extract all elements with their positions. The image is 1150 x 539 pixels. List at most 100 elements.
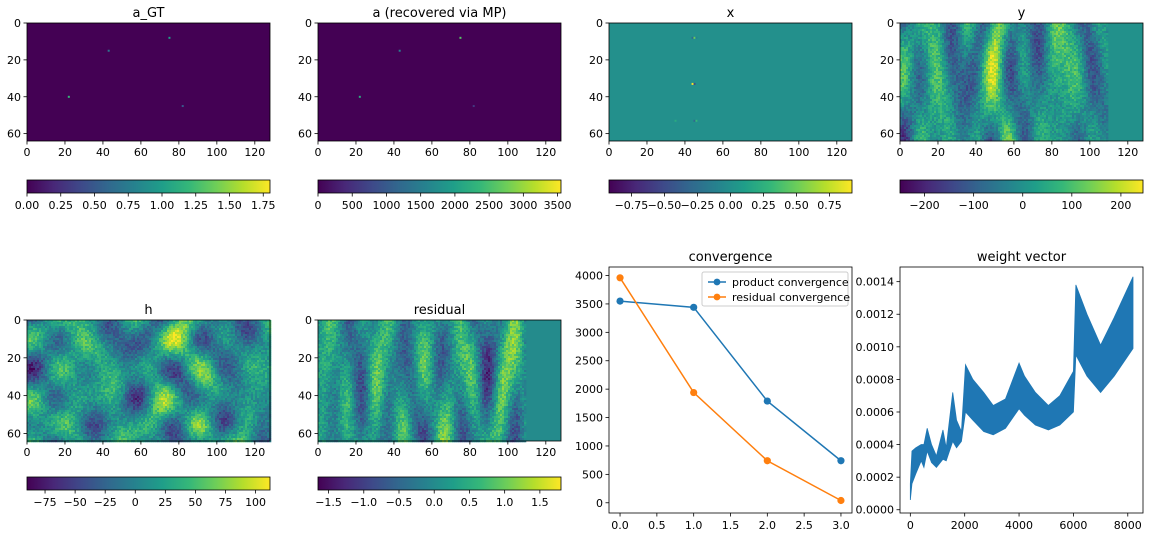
heatmap-cell bbox=[1058, 75, 1060, 77]
heatmap-cell bbox=[932, 39, 934, 41]
heatmap-cell bbox=[984, 103, 986, 105]
heatmap-cell bbox=[1012, 95, 1014, 97]
heatmap-cell bbox=[918, 105, 920, 107]
heatmap-cell bbox=[932, 83, 934, 85]
heatmap-cell bbox=[952, 73, 954, 75]
heatmap-cell bbox=[1016, 27, 1018, 29]
heatmap-cell bbox=[976, 65, 978, 67]
heatmap-cell bbox=[980, 31, 982, 33]
heatmap-cell bbox=[920, 43, 922, 45]
heatmap-cell bbox=[1024, 109, 1026, 111]
heatmap-cell bbox=[910, 41, 912, 43]
heatmap-cell bbox=[972, 51, 974, 53]
heatmap-cell bbox=[908, 105, 910, 107]
heatmap-cell bbox=[926, 55, 928, 57]
heatmap-cell bbox=[1084, 39, 1086, 41]
heatmap-cell bbox=[924, 83, 926, 85]
heatmap-cell bbox=[1010, 41, 1012, 43]
heatmap-cell bbox=[986, 73, 988, 75]
heatmap-cell bbox=[902, 67, 904, 69]
heatmap-cell bbox=[1054, 107, 1056, 109]
heatmap-cell bbox=[1084, 47, 1086, 49]
heatmap-cell bbox=[1090, 65, 1092, 67]
heatmap-cell bbox=[1066, 75, 1068, 77]
heatmap-cell bbox=[940, 47, 942, 49]
heatmap-cell bbox=[1026, 83, 1028, 85]
heatmap-cell bbox=[984, 43, 986, 45]
heatmap-cell bbox=[902, 55, 904, 57]
heatmap-cell bbox=[998, 115, 1000, 117]
heatmap-cell bbox=[1102, 55, 1104, 57]
heatmap-cell bbox=[1036, 57, 1038, 59]
heatmap-cell bbox=[928, 37, 930, 39]
heatmap-cell bbox=[1048, 55, 1050, 57]
heatmap-cell bbox=[958, 35, 960, 37]
heatmap-cell bbox=[954, 97, 956, 99]
heatmap-cell bbox=[1040, 109, 1042, 111]
heatmap-cell bbox=[1030, 99, 1032, 101]
heatmap-cell bbox=[950, 67, 952, 69]
heatmap-cell bbox=[958, 27, 960, 29]
heatmap-cell bbox=[938, 75, 940, 77]
panel-title: a_GT bbox=[132, 6, 164, 21]
heatmap-cell bbox=[1088, 81, 1090, 83]
heatmap-cell bbox=[998, 41, 1000, 43]
heatmap-cell bbox=[902, 29, 904, 31]
heatmap-cell bbox=[1046, 99, 1048, 101]
heatmap-cell bbox=[916, 85, 918, 87]
heatmap-cell bbox=[918, 109, 920, 111]
heatmap-cell bbox=[1022, 27, 1024, 29]
heatmap-cell bbox=[1042, 25, 1044, 27]
heatmap-cell bbox=[1056, 39, 1058, 41]
heatmap-cell bbox=[980, 39, 982, 41]
heatmap-cell bbox=[1080, 105, 1082, 107]
heatmap-cell bbox=[924, 95, 926, 97]
heatmap-cell bbox=[1022, 75, 1024, 77]
heatmap-cell bbox=[952, 77, 954, 79]
heatmap-cell bbox=[990, 75, 992, 77]
heatmap-cell bbox=[946, 73, 948, 75]
heatmap-cell bbox=[1094, 73, 1096, 75]
heatmap-cell bbox=[1084, 85, 1086, 87]
heatmap-cell bbox=[932, 55, 934, 57]
heatmap-cell bbox=[1084, 81, 1086, 83]
heatmap-cell bbox=[998, 37, 1000, 39]
heatmap-cell bbox=[984, 67, 986, 69]
heatmap-cell bbox=[1096, 27, 1098, 29]
heatmap-cell bbox=[1044, 89, 1046, 91]
heatmap-cell bbox=[956, 91, 958, 93]
heatmap-cell bbox=[1096, 25, 1098, 27]
heatmap-cell bbox=[938, 59, 940, 61]
heatmap-cell bbox=[1082, 107, 1084, 109]
heatmap-cell bbox=[992, 81, 994, 83]
heatmap-cell bbox=[904, 53, 906, 55]
heatmap-cell bbox=[1032, 67, 1034, 69]
heatmap-cell bbox=[996, 37, 998, 39]
heatmap-cell bbox=[940, 71, 942, 73]
heatmap-cell bbox=[912, 59, 914, 61]
heatmap-cell bbox=[938, 43, 940, 45]
heatmap-cell bbox=[1072, 101, 1074, 103]
heatmap-cell bbox=[1044, 41, 1046, 43]
heatmap-cell bbox=[954, 113, 956, 115]
x-tick-label: 120 bbox=[826, 146, 847, 159]
heatmap-cell bbox=[1032, 49, 1034, 51]
heatmap-cell bbox=[1046, 107, 1048, 109]
heatmap-cell bbox=[1052, 49, 1054, 51]
heatmap-cell bbox=[908, 115, 910, 117]
heatmap-cell bbox=[980, 95, 982, 97]
heatmap-cell bbox=[1020, 107, 1022, 109]
heatmap-cell bbox=[996, 75, 998, 77]
heatmap-cell bbox=[1016, 67, 1018, 69]
heatmap-cell bbox=[1072, 25, 1074, 27]
heatmap-cell bbox=[1002, 27, 1004, 29]
heatmap-cell bbox=[1086, 107, 1088, 109]
heatmap-cell bbox=[1064, 53, 1066, 55]
heatmap-cell bbox=[934, 113, 936, 115]
heatmap-cell bbox=[1036, 85, 1038, 87]
heatmap-cell bbox=[968, 95, 970, 97]
heatmap-cell bbox=[1064, 75, 1066, 77]
heatmap-cell bbox=[936, 77, 938, 79]
heatmap-cell bbox=[994, 33, 996, 35]
heatmap-cell bbox=[946, 91, 948, 93]
